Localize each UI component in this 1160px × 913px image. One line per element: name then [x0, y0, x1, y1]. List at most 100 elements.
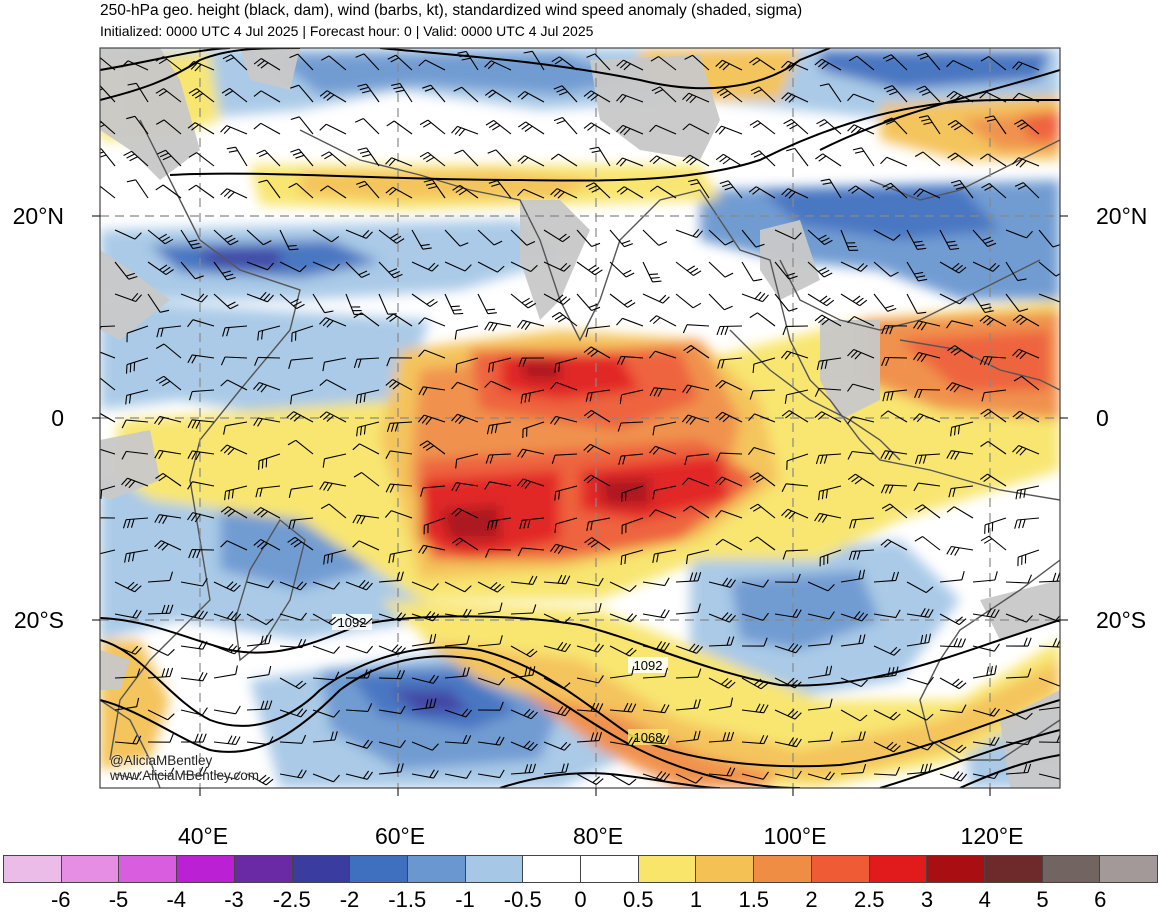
- wind-barb: [451, 537, 479, 551]
- colorbar-swatch: [984, 856, 1043, 882]
- wind-barb: [939, 771, 968, 782]
- wind-barb: [782, 325, 809, 336]
- wind-barb: [980, 56, 1007, 71]
- wind-barb: [682, 324, 710, 334]
- wind-barb: [616, 93, 644, 103]
- wind-barb: [947, 345, 974, 359]
- wind-barb: [609, 666, 635, 679]
- wind-barb: [583, 90, 611, 103]
- wind-barb: [950, 421, 974, 437]
- wind-barb: [386, 120, 413, 135]
- wind-barb: [125, 357, 149, 374]
- wind-barb: [708, 636, 735, 647]
- wind-barb: [213, 643, 241, 655]
- wind-barb: [881, 356, 908, 367]
- wind-barb: [781, 60, 809, 72]
- wind-barb: [352, 540, 380, 551]
- wind-barb: [715, 125, 743, 135]
- wind-barb: [1005, 613, 1033, 623]
- wind-barb: [972, 643, 1000, 652]
- wind-barb: [781, 483, 809, 493]
- wind-barb: [847, 185, 875, 199]
- wind-barb: [675, 228, 704, 239]
- wind-barb: [411, 698, 437, 711]
- wind-barb: [715, 476, 743, 487]
- wind-barb: [946, 90, 974, 103]
- wind-barb: [121, 450, 149, 460]
- wind-barb: [226, 146, 248, 167]
- wind-barb: [939, 570, 965, 583]
- wind-barb: [357, 83, 380, 103]
- wind-barb: [100, 56, 116, 71]
- wind-barb: [452, 184, 479, 199]
- wind-barb: [319, 317, 347, 328]
- wind-barb: [411, 674, 439, 684]
- wind-barb: [451, 413, 479, 425]
- wind-barb: [649, 509, 677, 519]
- wind-barb: [551, 453, 578, 464]
- wind-barb: [881, 503, 908, 519]
- wind-barb: [916, 85, 941, 103]
- wind-barb: [576, 293, 601, 312]
- wind-barb: [815, 153, 842, 167]
- wind-barb: [642, 293, 670, 304]
- wind-barb: [378, 644, 406, 655]
- colorbar-swatch: [523, 856, 582, 882]
- wind-barb: [883, 85, 908, 103]
- wind-barb: [816, 357, 842, 371]
- wind-barb: [551, 56, 578, 71]
- wind-barb: [451, 482, 479, 492]
- wind-barb: [847, 348, 875, 360]
- wind-barb: [510, 293, 537, 309]
- wind-barb: [873, 293, 897, 312]
- wind-barb: [840, 293, 868, 307]
- wind-barb: [423, 517, 446, 535]
- wind-barb: [187, 354, 215, 364]
- wind-barb: [681, 414, 710, 425]
- wind-barb: [222, 325, 248, 337]
- wind-barb: [180, 578, 208, 587]
- credit-handle: @AliciaMBentley: [110, 753, 213, 768]
- wind-barb: [378, 763, 404, 775]
- wind-barb: [946, 320, 974, 329]
- wind-barb: [649, 387, 677, 397]
- wind-barb: [180, 766, 208, 776]
- wind-barb: [345, 669, 372, 679]
- coastlines: [100, 119, 1060, 788]
- wind-barb: [477, 677, 506, 686]
- wind-barb: [642, 229, 668, 246]
- wind-barb: [554, 357, 578, 373]
- wind-barb: [939, 638, 967, 648]
- wind-barb: [312, 613, 340, 626]
- wind-barb: [253, 122, 281, 135]
- wind-barb: [378, 739, 406, 749]
- wind-barb: [972, 736, 1000, 746]
- wind-barb: [716, 87, 743, 103]
- wind-barb: [939, 613, 967, 626]
- colorbar-label: -1.5: [388, 887, 427, 912]
- height-contours: [100, 48, 1060, 788]
- wind-barb: [774, 608, 802, 619]
- wind-barb: [147, 709, 175, 721]
- wind-barb: [583, 443, 611, 455]
- wind-barb: [484, 321, 512, 332]
- wind-barb: [312, 229, 340, 243]
- wind-barb: [972, 293, 994, 314]
- wind-barb: [715, 538, 743, 551]
- wind-barb: [741, 579, 769, 588]
- wind-barb: [114, 771, 142, 780]
- wind-barb: [981, 183, 1007, 199]
- wind-barb: [477, 261, 505, 273]
- wind-barb: [741, 229, 765, 248]
- wind-barb: [154, 415, 182, 426]
- wind-barb: [253, 507, 281, 519]
- wind-barb: [786, 147, 809, 167]
- wind-barb: [648, 350, 677, 359]
- wind-barb: [906, 581, 934, 594]
- wind-barb: [100, 85, 116, 103]
- wind-barb: [1012, 157, 1040, 168]
- wind-barb: [682, 92, 710, 104]
- wind-barb: [180, 672, 208, 682]
- wind-barb: [312, 731, 338, 743]
